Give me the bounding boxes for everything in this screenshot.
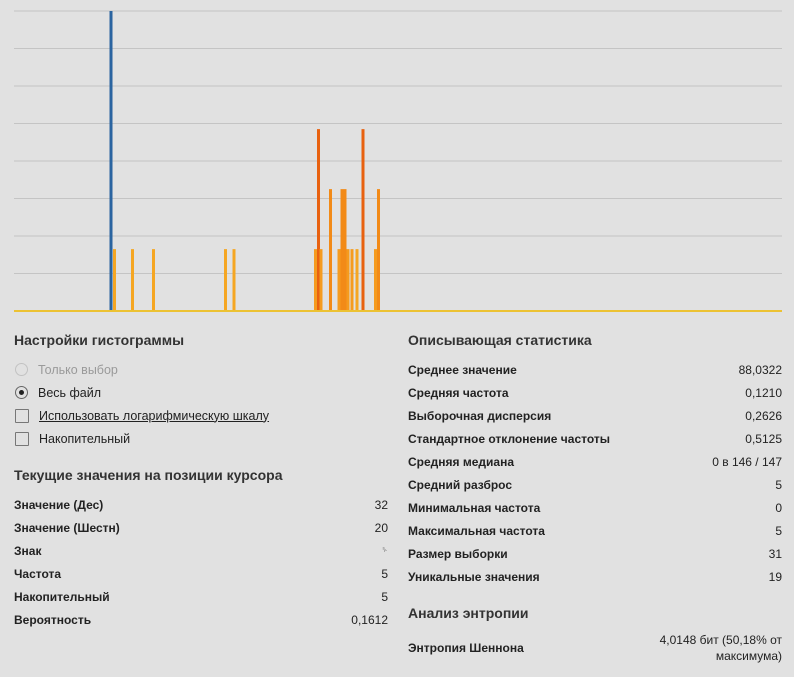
histogram-settings-title: Настройки гистограммы — [14, 332, 185, 348]
histogram-bar[interactable] — [224, 249, 227, 311]
left-panel: Настройки гистограммы Только выбор Весь … — [14, 330, 388, 631]
cursor-row-char: Знак ␠ — [14, 539, 388, 562]
stats-row: Стандартное отклонение частоты 0,5125 — [408, 427, 782, 450]
mean-spread-value: 5 — [775, 477, 782, 492]
std-deviation-value: 0,5125 — [745, 431, 782, 446]
cursor-hex-value: 20 — [374, 520, 388, 535]
stats-row: Средняя частота 0,1210 — [408, 381, 782, 404]
cursor-char-label: Знак — [14, 543, 42, 558]
histogram-bar[interactable] — [109, 11, 113, 311]
log-scale-label[interactable]: Использовать логарифмическую шкалу — [39, 408, 270, 423]
min-frequency-value: 0 — [775, 500, 782, 515]
entropy-row: Энтропия Шеннона 4,0148 бит (50,18% от м… — [408, 631, 782, 665]
histogram-bar[interactable] — [314, 249, 317, 311]
histogram-bar[interactable] — [355, 249, 359, 311]
median-value: 0 в 146 / 147 — [712, 454, 782, 469]
max-frequency-label: Максимальная частота — [408, 523, 545, 538]
cursor-row-cumulative: Накопительный 5 — [14, 585, 388, 608]
histogram-bar[interactable] — [152, 249, 155, 311]
selection-only-label: Только выбор — [38, 362, 118, 377]
cursor-row-probability: Вероятность 0,1612 — [14, 608, 388, 631]
stats-row: Среднее значение 88,0322 — [408, 358, 782, 381]
entropy-analysis-title: Анализ энтропии — [408, 605, 529, 621]
cursor-cumulative-label: Накопительный — [14, 589, 110, 604]
shannon-entropy-label: Энтропия Шеннона — [408, 641, 524, 655]
cursor-frequency-value: 5 — [381, 566, 388, 581]
sample-variance-value: 0,2626 — [745, 408, 782, 423]
cursor-row-hex: Значение (Шестн) 20 — [14, 516, 388, 539]
mean-spread-label: Средний разброс — [408, 477, 513, 492]
histogram-bar[interactable] — [337, 249, 341, 311]
sample-size-value: 31 — [768, 546, 782, 561]
histogram-bar[interactable] — [329, 189, 332, 311]
spacer — [408, 588, 782, 603]
cursor-cumulative-value: 5 — [381, 589, 388, 604]
option-whole-file[interactable]: Весь файл — [14, 381, 388, 404]
mean-label: Среднее значение — [408, 362, 517, 377]
option-cumulative[interactable]: Накопительный — [14, 427, 388, 450]
std-deviation-label: Стандартное отклонение частоты — [408, 431, 610, 446]
histogram-bar[interactable] — [377, 189, 380, 311]
option-selection-only: Только выбор — [14, 358, 388, 381]
sample-variance-label: Выборочная дисперсия — [408, 408, 552, 423]
stats-row: Выборочная дисперсия 0,2626 — [408, 404, 782, 427]
shannon-entropy-value: 4,0148 бит (50,18% от максимума) — [659, 633, 782, 663]
option-log-scale[interactable]: Использовать логарифмическую шкалу — [14, 404, 388, 427]
cursor-probability-value: 0,1612 — [351, 612, 388, 627]
descriptive-stats-title: Описывающая статистика — [408, 332, 592, 348]
mean-frequency-value: 0,1210 — [745, 385, 782, 400]
histogram-bar[interactable] — [113, 249, 116, 311]
spacer — [14, 450, 388, 465]
cursor-dec-value: 32 — [374, 497, 388, 512]
stats-row: Уникальные значения 19 — [408, 565, 782, 588]
stats-row: Максимальная частота 5 — [408, 519, 782, 542]
histogram-bar[interactable] — [346, 249, 350, 311]
max-frequency-value: 5 — [775, 523, 782, 538]
cursor-char-value: ␠ — [380, 545, 388, 555]
stats-row: Размер выборки 31 — [408, 542, 782, 565]
histogram-bar[interactable] — [374, 249, 377, 311]
cursor-probability-label: Вероятность — [14, 612, 92, 627]
selection-only-radio — [15, 363, 28, 376]
histogram-bar[interactable] — [343, 189, 347, 311]
histogram-bar[interactable] — [232, 249, 236, 311]
min-frequency-label: Минимальная частота — [408, 500, 541, 515]
stats-row: Средняя медиана 0 в 146 / 147 — [408, 450, 782, 473]
stats-row: Минимальная частота 0 — [408, 496, 782, 519]
whole-file-label[interactable]: Весь файл — [38, 385, 102, 400]
median-label: Средняя медиана — [408, 454, 515, 469]
histogram-bar[interactable] — [131, 249, 134, 311]
sample-size-label: Размер выборки — [408, 546, 508, 561]
unique-values-label: Уникальные значения — [408, 569, 540, 584]
cursor-row-dec: Значение (Дес) 32 — [14, 493, 388, 516]
histogram-bar[interactable] — [361, 129, 365, 311]
histogram-chart — [14, 10, 782, 312]
histogram-bar[interactable] — [317, 129, 320, 311]
whole-file-radio[interactable] — [15, 386, 28, 399]
histogram-bar[interactable] — [350, 249, 354, 311]
mean-frequency-label: Средняя частота — [408, 385, 509, 400]
cursor-dec-label: Значение (Дес) — [14, 497, 104, 512]
right-panel: Описывающая статистика Среднее значение … — [408, 330, 782, 665]
histogram-bar[interactable] — [319, 249, 323, 311]
cursor-hex-label: Значение (Шестн) — [14, 520, 120, 535]
mean-value: 88,0322 — [738, 362, 782, 377]
cursor-values-title: Текущие значения на позиции курсора — [14, 467, 283, 483]
unique-values-value: 19 — [768, 569, 782, 584]
cumulative-checkbox[interactable] — [15, 431, 29, 446]
cumulative-label[interactable]: Накопительный — [39, 431, 131, 446]
histogram-bar[interactable] — [340, 189, 344, 311]
cursor-row-frequency: Частота 5 — [14, 562, 388, 585]
stats-row: Средний разброс 5 — [408, 473, 782, 496]
log-scale-checkbox[interactable] — [15, 408, 29, 423]
cursor-frequency-label: Частота — [14, 566, 62, 581]
